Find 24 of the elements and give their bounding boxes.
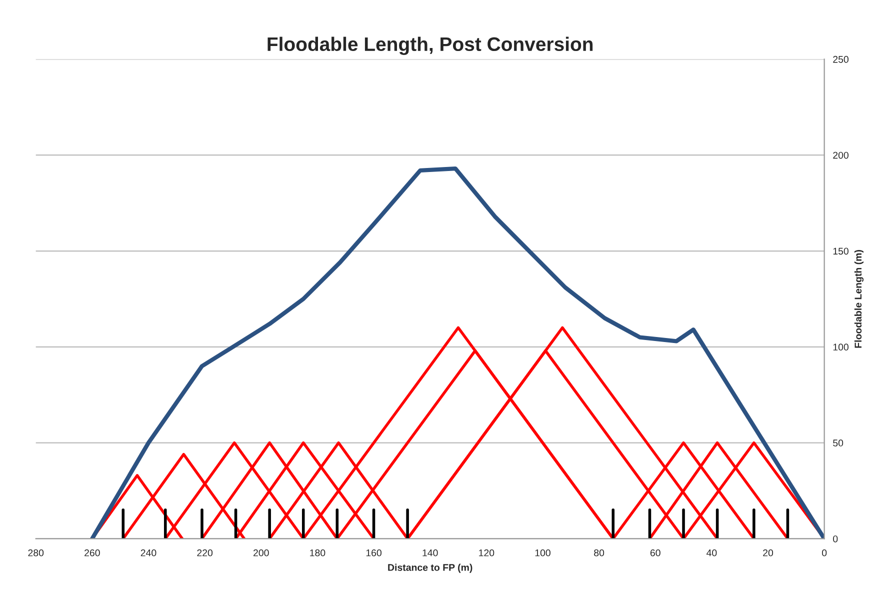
x-tick-label: 160 bbox=[366, 549, 382, 556]
x-tick-label: 100 bbox=[535, 549, 550, 556]
x-axis-title: Distance to FP (m) bbox=[388, 564, 472, 573]
y-axis-title: Floodable Length (m) bbox=[854, 250, 864, 348]
x-tick-label: 0 bbox=[822, 549, 827, 556]
x-tick-label: 240 bbox=[140, 549, 156, 556]
y-tick-label: 50 bbox=[833, 440, 844, 446]
chart-title: Floodable Length, Post Conversion bbox=[268, 36, 593, 55]
y-tick-label: 250 bbox=[833, 56, 848, 63]
y-tick-label: 0 bbox=[833, 535, 838, 542]
x-tick-label: 20 bbox=[763, 549, 774, 556]
x-tick-label: 120 bbox=[479, 549, 494, 556]
y-tick-label: 200 bbox=[833, 152, 848, 159]
y-tick-label: 150 bbox=[833, 248, 848, 255]
x-tick-label: 60 bbox=[650, 549, 660, 556]
x-tick-label: 260 bbox=[84, 549, 100, 556]
x-tick-label: 40 bbox=[706, 549, 717, 556]
x-tick-label: 80 bbox=[594, 549, 604, 556]
y-tick-label: 100 bbox=[833, 344, 848, 351]
x-tick-label: 220 bbox=[197, 549, 213, 556]
x-tick-label: 280 bbox=[28, 549, 44, 556]
x-tick-label: 140 bbox=[422, 549, 438, 556]
x-tick-label: 180 bbox=[310, 549, 326, 556]
x-tick-label: 200 bbox=[254, 549, 269, 556]
